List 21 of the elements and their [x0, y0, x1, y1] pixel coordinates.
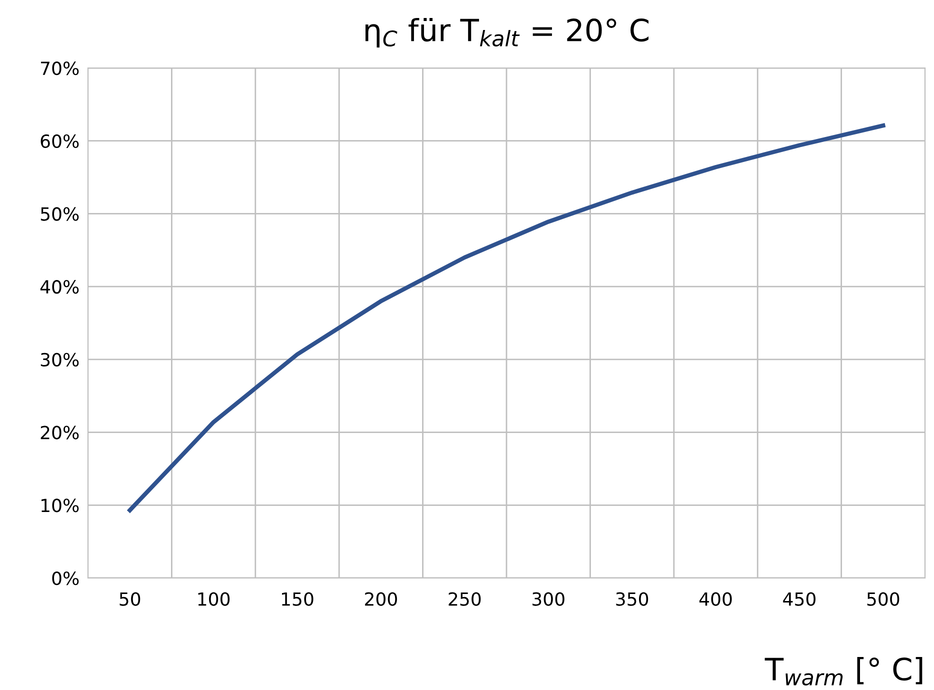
x-tick-label: 300 [532, 592, 564, 606]
x-tick-label: 500 [867, 592, 900, 606]
x-tick-label: 350 [616, 592, 648, 606]
y-tick-label: 70% [41, 61, 79, 76]
x-tick-label: 400 [699, 592, 732, 606]
y-tick-label: 10% [42, 498, 79, 512]
x-tick-label: 450 [783, 592, 816, 606]
line-series [128, 123, 886, 512]
y-tick-label: 0% [52, 571, 79, 586]
y-tick-label: 60% [40, 134, 79, 148]
y-tick-label: 50% [40, 207, 79, 221]
y-tick-label: 20% [40, 426, 79, 440]
x-tick-label: 100 [198, 592, 230, 606]
x-tick-label: 200 [365, 592, 397, 606]
chart-title: η$_{C}$ für T$_{kalt}$ = 20° C [366, 18, 648, 48]
y-tick-label: 30% [40, 352, 79, 367]
x-tick-label: 50 [120, 592, 140, 606]
x-axis-title: T$_{warm}$ [° C] [764, 656, 922, 686]
x-tick-label: 250 [448, 592, 481, 606]
y-tick-label: 40% [40, 280, 79, 294]
x-tick-label: 150 [282, 592, 314, 606]
